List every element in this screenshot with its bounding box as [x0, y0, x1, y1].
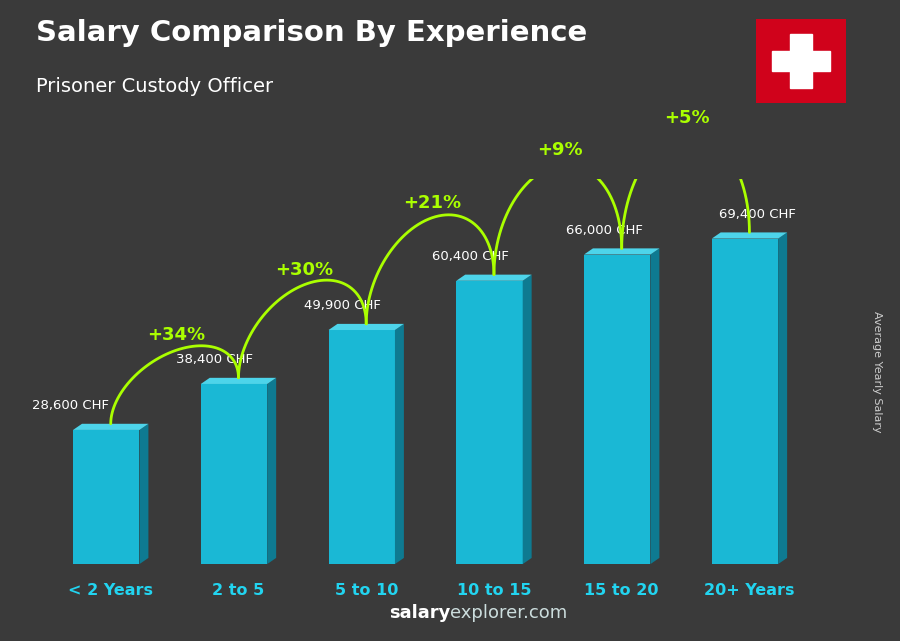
- Polygon shape: [267, 378, 276, 564]
- Text: salary: salary: [389, 604, 450, 622]
- Text: 28,600 CHF: 28,600 CHF: [32, 399, 109, 412]
- Text: 49,900 CHF: 49,900 CHF: [304, 299, 381, 312]
- Polygon shape: [201, 384, 267, 564]
- Text: 15 to 20: 15 to 20: [584, 583, 659, 598]
- Text: 5 to 10: 5 to 10: [335, 583, 398, 598]
- Bar: [772, 51, 830, 71]
- Polygon shape: [712, 238, 778, 564]
- Polygon shape: [778, 233, 788, 564]
- Text: 10 to 15: 10 to 15: [456, 583, 531, 598]
- Polygon shape: [584, 248, 660, 254]
- Text: 2 to 5: 2 to 5: [212, 583, 265, 598]
- Polygon shape: [456, 274, 532, 281]
- Polygon shape: [395, 324, 404, 564]
- Text: 69,400 CHF: 69,400 CHF: [719, 208, 796, 221]
- Text: 66,000 CHF: 66,000 CHF: [566, 224, 643, 237]
- Polygon shape: [712, 233, 788, 238]
- Polygon shape: [73, 424, 148, 430]
- Text: Salary Comparison By Experience: Salary Comparison By Experience: [36, 19, 587, 47]
- Text: +30%: +30%: [275, 261, 333, 279]
- Text: Average Yearly Salary: Average Yearly Salary: [872, 311, 883, 433]
- Polygon shape: [140, 424, 148, 564]
- Polygon shape: [584, 254, 651, 564]
- Text: < 2 Years: < 2 Years: [68, 583, 153, 598]
- Polygon shape: [328, 324, 404, 330]
- Polygon shape: [201, 378, 276, 384]
- Polygon shape: [523, 274, 532, 564]
- Text: 20+ Years: 20+ Years: [704, 583, 795, 598]
- Text: explorer.com: explorer.com: [450, 604, 567, 622]
- Text: +34%: +34%: [148, 326, 205, 344]
- Text: 60,400 CHF: 60,400 CHF: [432, 250, 508, 263]
- Text: 38,400 CHF: 38,400 CHF: [176, 353, 253, 366]
- Bar: [790, 34, 812, 88]
- Polygon shape: [456, 281, 523, 564]
- Text: +5%: +5%: [664, 109, 710, 127]
- Text: Prisoner Custody Officer: Prisoner Custody Officer: [36, 77, 273, 96]
- Text: +9%: +9%: [536, 141, 582, 159]
- Polygon shape: [328, 330, 395, 564]
- Polygon shape: [73, 430, 140, 564]
- Text: +21%: +21%: [402, 194, 461, 212]
- Polygon shape: [651, 248, 660, 564]
